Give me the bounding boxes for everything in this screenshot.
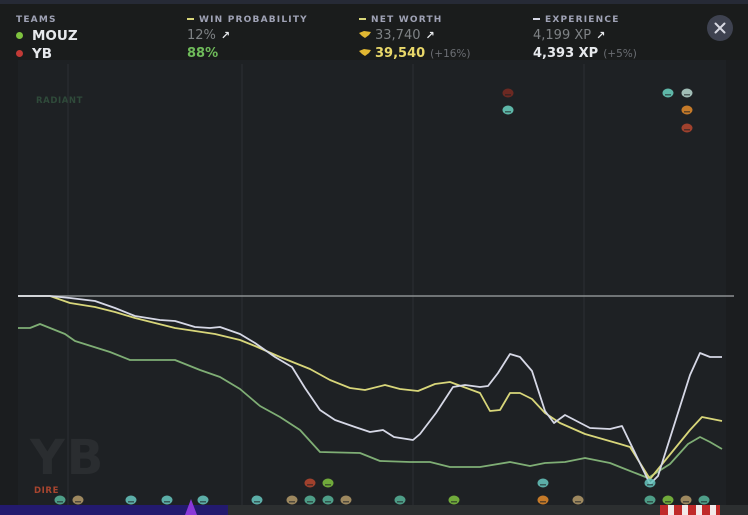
team-watermark: YB [30, 430, 106, 486]
kill-icon[interactable] [304, 495, 316, 505]
team-row-mouz: MOUZ [16, 27, 78, 45]
win-probability-column: WIN PROBABILITY 12% ↗ 88% [187, 14, 308, 63]
ward-icon[interactable] [197, 495, 209, 505]
team-name: MOUZ [32, 28, 78, 44]
ward-icon[interactable] [644, 478, 656, 488]
win-probability-mouz: 12% ↗ [187, 28, 231, 43]
graph-panel: YB RADIANT DIRE [0, 60, 748, 515]
arrow-up-right-icon: ↗ [596, 29, 606, 42]
team-name: YB [32, 46, 53, 62]
rune-icon[interactable] [322, 478, 334, 488]
kill-icon[interactable] [54, 495, 66, 505]
rune-icon[interactable] [448, 495, 460, 505]
kill-icon[interactable] [322, 495, 334, 505]
ward-icon[interactable] [161, 495, 173, 505]
ancient-icon[interactable] [662, 88, 674, 98]
top-strip [0, 0, 748, 4]
bounty-icon[interactable] [340, 495, 352, 505]
close-icon [714, 22, 726, 34]
tower-icon[interactable] [304, 478, 316, 488]
roshan-icon[interactable] [537, 495, 549, 505]
team-dot-icon [16, 31, 23, 39]
ward-icon[interactable] [125, 495, 137, 505]
bottom-bar-right [660, 505, 720, 515]
tower-icon[interactable] [502, 88, 514, 98]
net-worth-column: NET WORTH 33,740 ↗ 39,540 (+16%) [359, 14, 471, 63]
legend-dash-icon [359, 17, 366, 20]
bounty-icon[interactable] [72, 495, 84, 505]
gold-icon [359, 49, 371, 56]
experience-column: EXPERIENCE 4,199 XP ↗ 4,393 XP (+5%) [533, 14, 637, 63]
triangle-marker-icon [185, 499, 197, 515]
close-button[interactable] [707, 15, 733, 41]
teams-label: TEAMS [16, 15, 57, 25]
experience-yb: 4,393 XP (+5%) [533, 46, 637, 61]
ward-icon[interactable] [251, 495, 263, 505]
kill-icon[interactable] [644, 495, 656, 505]
grid-lines [67, 64, 585, 505]
win-probability-yb: 88% [187, 46, 219, 61]
dire-label: DIRE [34, 486, 59, 496]
win-probability-label: WIN PROBABILITY [187, 14, 308, 27]
barracks-icon[interactable] [681, 88, 693, 98]
series-lines [18, 295, 723, 485]
stats-header: TEAMS MOUZ YB WIN PROBABILITY 12% ↗ 88% N… [0, 4, 748, 63]
experience-line [18, 323, 723, 479]
team-dot-icon [16, 49, 23, 57]
experience-label: EXPERIENCE [533, 14, 637, 27]
arrow-up-right-icon: ↗ [220, 29, 231, 42]
win-probability-line [18, 295, 722, 485]
kill-icon[interactable] [394, 495, 406, 505]
legend-dash-icon [187, 17, 194, 20]
chart-left-edge [0, 60, 18, 515]
bounty-icon[interactable] [572, 495, 584, 505]
kill-icon[interactable] [698, 495, 710, 505]
bottom-bar-left [0, 505, 228, 515]
radiant-label: RADIANT [36, 96, 84, 106]
net-worth-yb: 39,540 (+16%) [359, 45, 471, 63]
legend-dash-icon [533, 17, 540, 20]
teams-column: TEAMS MOUZ YB [16, 14, 78, 63]
net-worth-line [18, 295, 723, 480]
net-worth-mouz: 33,740 ↗ [359, 27, 471, 45]
ward-icon[interactable] [537, 478, 549, 488]
bounty-icon[interactable] [286, 495, 298, 505]
team-row-yb: YB [16, 45, 78, 63]
arrow-up-right-icon: ↗ [425, 29, 435, 42]
bottom-bar [0, 499, 748, 515]
gold-icon [359, 31, 371, 38]
event-markers [54, 88, 710, 505]
net-worth-label: NET WORTH [359, 14, 471, 27]
tower-icon[interactable] [681, 123, 693, 133]
rune-icon[interactable] [662, 495, 674, 505]
chart-right-edge [726, 60, 748, 515]
roshan-icon[interactable] [681, 105, 693, 115]
ancient-icon[interactable] [502, 105, 514, 115]
experience-mouz: 4,199 XP ↗ [533, 28, 606, 43]
bounty-icon[interactable] [680, 495, 692, 505]
